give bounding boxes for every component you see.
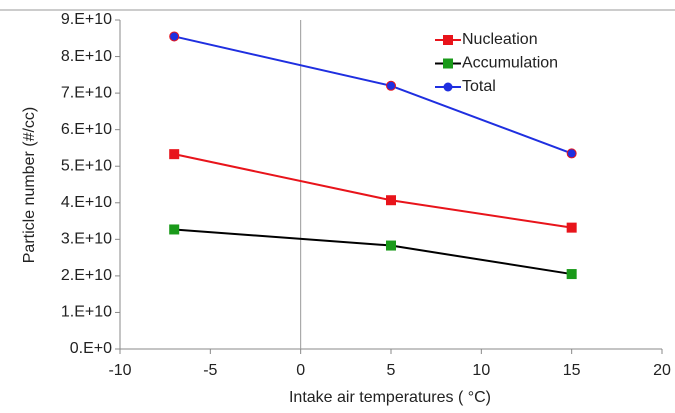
marker [386,195,396,206]
x-tick-label: 10 [472,362,490,379]
x-tick-label: 20 [653,362,671,379]
legend-label: Accumulation [462,55,558,72]
marker [169,224,180,235]
y-tick-label: 3.E+10 [61,231,112,248]
marker [169,149,180,160]
y-tick-label: 1.E+10 [61,304,112,321]
x-tick-label: -5 [203,362,217,379]
legend-marker [443,58,453,69]
y-tick-label: 6.E+10 [61,121,112,138]
y-tick-label: 7.E+10 [61,84,112,101]
x-tick-label: 0 [296,362,305,379]
series-line [173,153,572,229]
x-tick-label: -10 [108,362,131,379]
y-tick-label: 8.E+10 [61,48,112,65]
marker [169,31,180,42]
legend-label: Total [462,78,496,95]
legend-marker [443,82,453,92]
legend-marker [443,35,453,45]
marker [386,240,396,251]
y-axis-title: Particle number (#/cc) [21,107,38,264]
x-axis-title: Intake air temperatures ( °C) [289,389,491,406]
series-line [174,228,572,276]
x-tick-label: 15 [563,362,581,379]
marker [566,269,577,280]
marker [566,148,577,159]
y-tick-label: 9.E+10 [61,11,112,28]
y-tick-label: 5.E+10 [61,157,112,174]
y-tick-label: 0.E+0 [70,340,112,357]
marker [386,80,396,91]
marker [566,222,577,233]
y-tick-label: 4.E+10 [61,194,112,211]
legend-label: Nucleation [462,31,538,48]
x-tick-label: 5 [387,362,396,379]
y-tick-label: 2.E+10 [61,267,112,284]
